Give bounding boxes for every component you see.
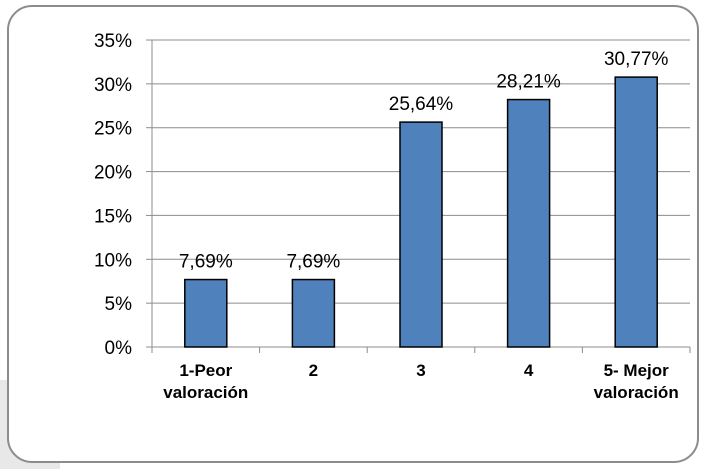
bar-data-label: 7,69% bbox=[179, 252, 233, 273]
bar bbox=[506, 98, 551, 348]
bar-data-label: 28,21% bbox=[496, 72, 561, 93]
bar bbox=[399, 121, 443, 348]
y-tick-label: 10% bbox=[94, 250, 132, 271]
y-tick-label: 30% bbox=[94, 75, 132, 96]
bar bbox=[184, 278, 228, 348]
y-axis-tick-labels: 0% 5% 10% 15% 20% 25% 30% 35% bbox=[94, 31, 132, 359]
x-category-label: 1-Peor valoración bbox=[163, 361, 248, 402]
y-tick-label: 20% bbox=[94, 163, 132, 184]
bar-data-label: 30,77% bbox=[604, 49, 669, 70]
y-tick-label: 5% bbox=[105, 294, 133, 315]
bar bbox=[614, 76, 658, 348]
data-labels: 7,69% 7,69% 25,64% 28,21% 30,77% bbox=[179, 49, 669, 272]
y-tick-label: 25% bbox=[94, 119, 132, 140]
bars bbox=[184, 76, 658, 348]
x-category-label: 4 bbox=[524, 361, 534, 380]
x-axis-category-labels: 1-Peor valoración 2 3 4 5- Mejor valoración bbox=[163, 361, 678, 402]
x-category-label: 5- Mejor valoración bbox=[594, 361, 679, 402]
bar bbox=[291, 278, 336, 348]
x-category-label: 2 bbox=[309, 361, 318, 380]
y-tick-label: 0% bbox=[105, 338, 133, 359]
x-category-label: 3 bbox=[416, 361, 425, 380]
bar-data-label: 25,64% bbox=[389, 94, 454, 115]
y-tick-label: 15% bbox=[94, 206, 132, 227]
y-tick-label: 35% bbox=[94, 31, 132, 52]
bar-data-label: 7,69% bbox=[286, 252, 340, 273]
